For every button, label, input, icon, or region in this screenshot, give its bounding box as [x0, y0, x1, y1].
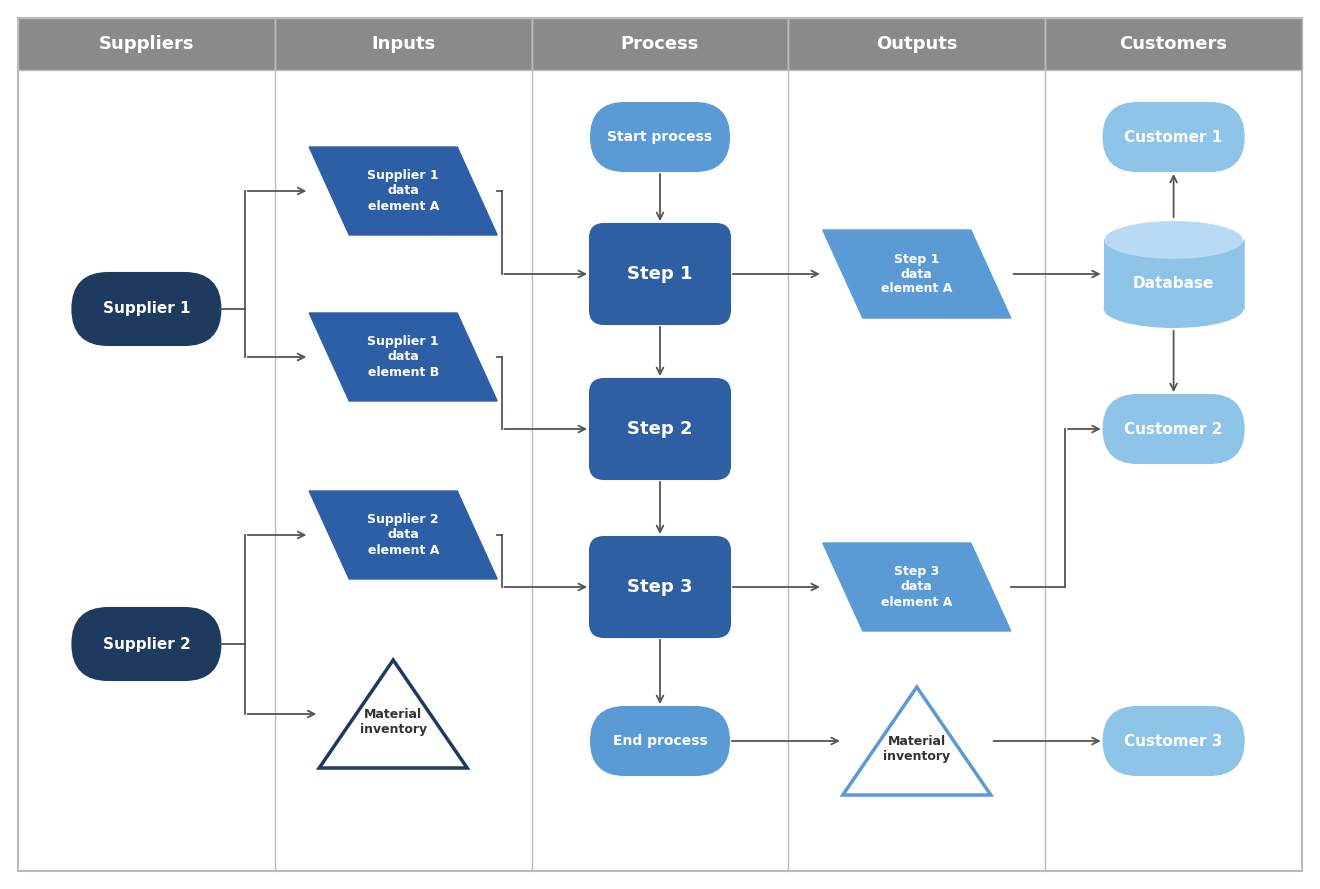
Ellipse shape: [1104, 220, 1243, 259]
Text: Supplier 1
data
element A: Supplier 1 data element A: [367, 170, 440, 212]
Polygon shape: [822, 543, 1011, 631]
Text: Suppliers: Suppliers: [99, 35, 194, 53]
Text: Process: Process: [620, 35, 700, 53]
Polygon shape: [18, 18, 275, 70]
Polygon shape: [309, 147, 498, 235]
FancyBboxPatch shape: [590, 224, 730, 324]
FancyBboxPatch shape: [591, 707, 729, 775]
Polygon shape: [1045, 18, 1302, 70]
Text: Material
inventory: Material inventory: [883, 734, 950, 763]
Text: Supplier 2: Supplier 2: [103, 637, 190, 652]
Text: Step 2: Step 2: [627, 420, 693, 438]
Ellipse shape: [1104, 289, 1243, 328]
Text: Outputs: Outputs: [876, 35, 957, 53]
Polygon shape: [532, 18, 788, 70]
Text: Supplier 1: Supplier 1: [103, 301, 190, 316]
Polygon shape: [275, 18, 532, 70]
Polygon shape: [319, 660, 467, 768]
FancyBboxPatch shape: [591, 103, 729, 171]
Text: Customer 2: Customer 2: [1125, 421, 1222, 436]
Text: Database: Database: [1133, 276, 1214, 292]
Text: Supplier 1
data
element B: Supplier 1 data element B: [367, 335, 440, 379]
Text: Inputs: Inputs: [371, 35, 436, 53]
FancyBboxPatch shape: [1104, 707, 1243, 775]
FancyBboxPatch shape: [73, 273, 220, 345]
Text: Supplier 2
data
element A: Supplier 2 data element A: [367, 514, 440, 557]
Polygon shape: [309, 491, 498, 579]
FancyBboxPatch shape: [1104, 395, 1243, 463]
Text: Customer 1: Customer 1: [1125, 130, 1222, 145]
Text: Material
inventory: Material inventory: [359, 708, 426, 735]
FancyBboxPatch shape: [590, 379, 730, 479]
Text: Start process: Start process: [607, 130, 713, 144]
Text: Step 3
data
element A: Step 3 data element A: [882, 565, 953, 608]
Polygon shape: [309, 313, 498, 401]
Text: Customer 3: Customer 3: [1125, 733, 1222, 749]
Text: Step 1: Step 1: [627, 265, 693, 283]
FancyBboxPatch shape: [590, 537, 730, 637]
Text: Step 1
data
element A: Step 1 data element A: [882, 252, 953, 295]
Polygon shape: [788, 18, 1045, 70]
FancyBboxPatch shape: [73, 608, 220, 680]
Polygon shape: [822, 230, 1011, 318]
Text: Step 3: Step 3: [627, 578, 693, 596]
Polygon shape: [842, 687, 991, 795]
Text: Customers: Customers: [1119, 35, 1228, 53]
Polygon shape: [1104, 239, 1243, 308]
Text: End process: End process: [612, 734, 708, 748]
FancyBboxPatch shape: [1104, 103, 1243, 171]
